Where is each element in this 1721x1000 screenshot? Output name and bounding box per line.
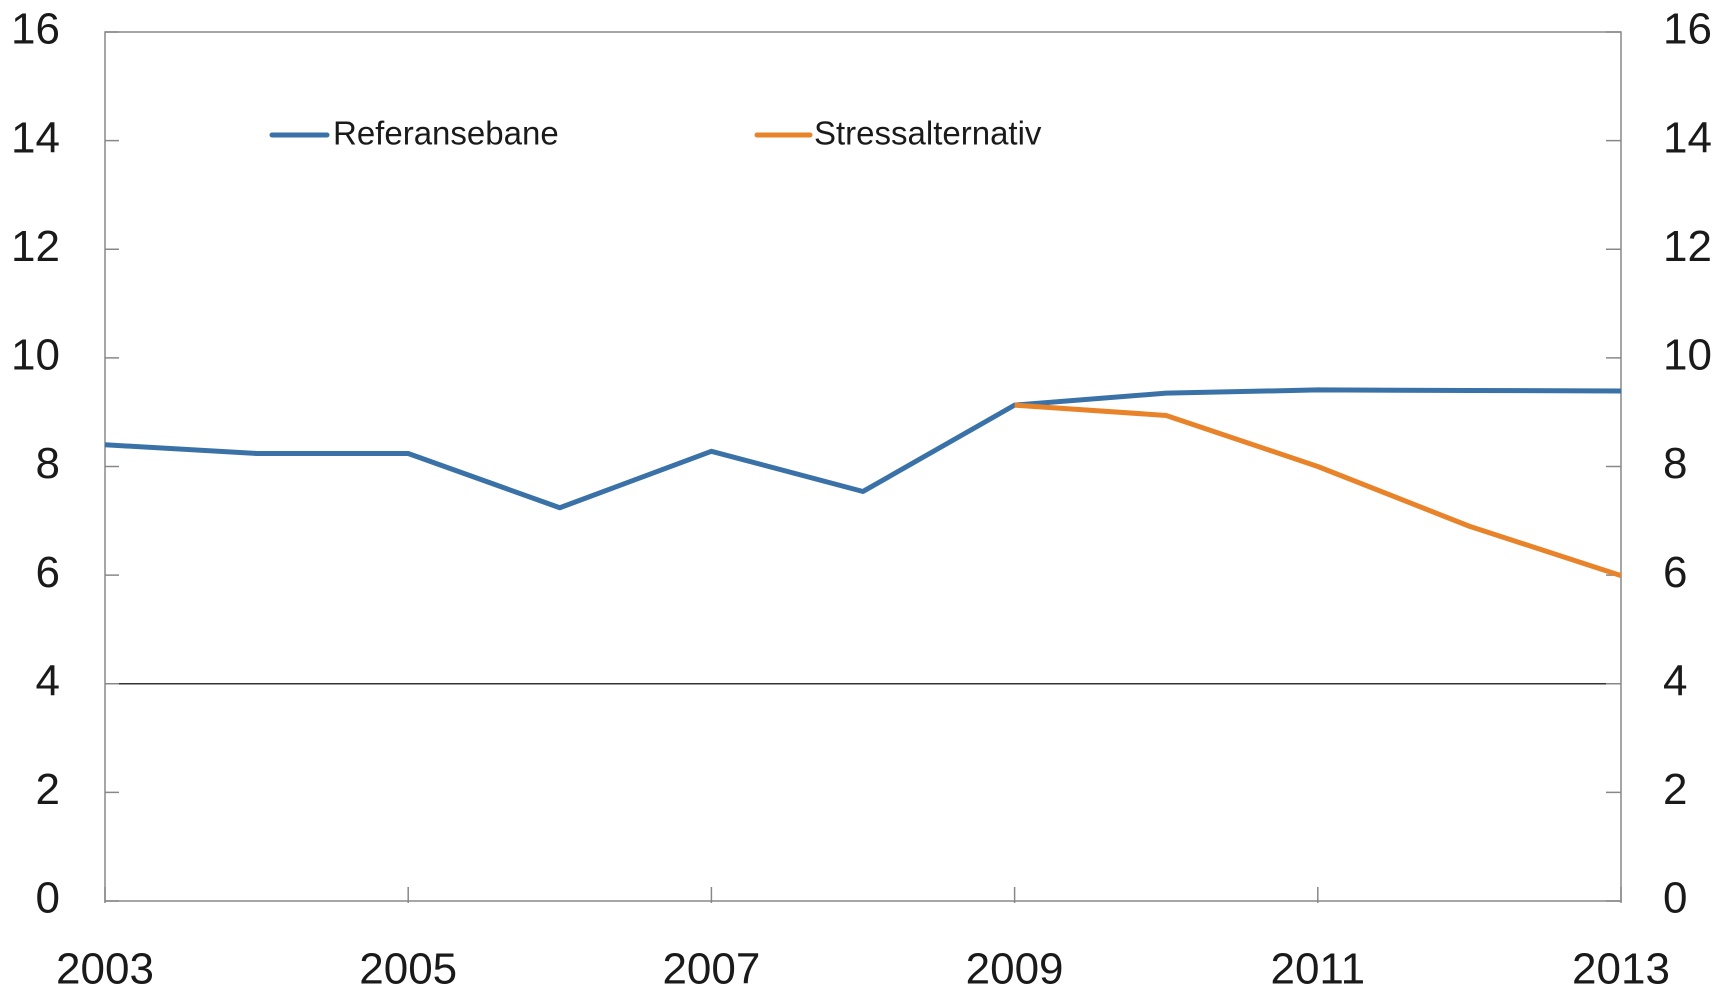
y2-tick-label: 16 (1663, 5, 1712, 54)
y-tick-label: 14 (11, 113, 60, 162)
x-tick-label: 2005 (359, 945, 457, 994)
legend-label: Referansebane (333, 115, 559, 152)
y-tick-label: 4 (36, 656, 60, 705)
legend-label: Stressalternativ (814, 115, 1042, 152)
series-line (1014, 402, 1622, 579)
y-tick-label: 6 (36, 548, 60, 597)
x-tick-label: 2013 (1572, 945, 1670, 994)
plot-frame (104, 31, 1622, 902)
y-tick-label: 12 (11, 222, 60, 271)
y2-tick-label: 8 (1663, 439, 1687, 488)
y2-tick-label: 14 (1663, 113, 1712, 162)
y2-tick-label: 0 (1663, 874, 1687, 923)
x-tick-label: 2003 (56, 945, 154, 994)
y2-tick-label: 2 (1663, 765, 1687, 814)
y-tick-label: 0 (36, 874, 60, 923)
y-tick-label: 2 (36, 765, 60, 814)
x-tick-label: 2011 (1270, 945, 1365, 994)
y-tick-label: 16 (11, 5, 60, 54)
y-tick-label: 10 (11, 331, 60, 380)
y2-tick-label: 4 (1663, 656, 1687, 705)
x-tick-label: 2009 (966, 945, 1064, 994)
y2-tick-label: 6 (1663, 548, 1687, 597)
y-tick-label: 8 (36, 439, 60, 488)
x-tick-label: 2007 (662, 945, 760, 994)
y2-tick-label: 10 (1663, 331, 1712, 380)
series-line (104, 387, 1622, 511)
y2-tick-label: 12 (1663, 222, 1712, 271)
